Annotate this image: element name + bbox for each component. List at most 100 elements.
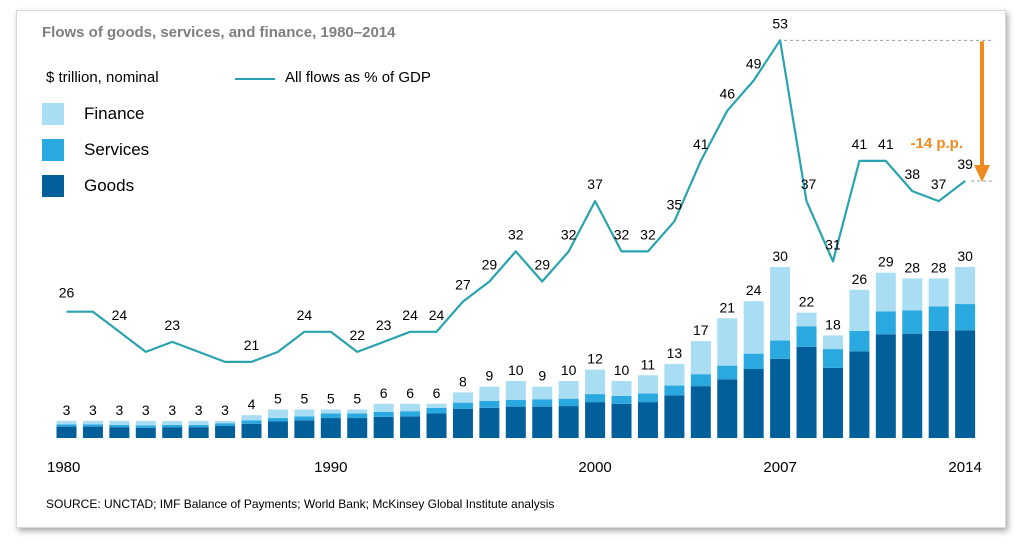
bar-goods-2013: [928, 330, 949, 438]
bar-finance-2003: [664, 363, 685, 386]
bar-total-label-1999: 10: [561, 362, 577, 378]
callout-label: -14 p.p.: [910, 135, 963, 152]
bar-services-2003: [664, 385, 685, 396]
bar-total-label-1980: 3: [63, 402, 71, 418]
bar-total-label-1988: 5: [274, 391, 282, 407]
bar-finance-1996: [479, 386, 500, 401]
bar-finance-1989: [294, 409, 315, 417]
line-value-label-2006: 49: [746, 56, 762, 72]
bar-total-label-2003: 13: [667, 345, 683, 361]
line-value-label-1992: 23: [376, 317, 392, 333]
line-value-label-2013: 37: [931, 176, 947, 192]
bar-services-1987: [241, 420, 262, 424]
bar-total-label-2000: 12: [587, 351, 603, 367]
bar-total-label-1993: 6: [406, 385, 414, 401]
bar-goods-1987: [241, 423, 262, 438]
bar-goods-1984: [162, 427, 183, 438]
line-value-label-2010: 41: [852, 136, 868, 152]
line-value-label-1994: 24: [429, 307, 445, 323]
bar-services-2000: [585, 394, 606, 403]
bar-services-1990: [320, 413, 341, 419]
bar-finance-2007: [770, 267, 791, 341]
bar-services-1980: [56, 424, 77, 427]
bar-services-1991: [347, 413, 368, 419]
bar-finance-1995: [452, 392, 473, 403]
bar-services-1983: [135, 425, 156, 428]
bar-total-label-1983: 3: [142, 402, 150, 418]
bar-goods-2008: [796, 346, 817, 438]
line-value-label-2000: 37: [587, 176, 603, 192]
x-tick-label-1990: 1990: [314, 459, 347, 476]
bar-services-1986: [215, 423, 236, 427]
bar-services-1981: [82, 424, 103, 427]
bar-finance-1990: [320, 409, 341, 414]
chart-card: [16, 10, 1006, 528]
bar-goods-1994: [426, 413, 447, 438]
bar-finance-2004: [690, 341, 711, 375]
bar-total-label-1986: 3: [221, 402, 229, 418]
bar-services-2010: [849, 330, 870, 352]
line-legend-label: All flows as % of GDP: [285, 69, 431, 86]
bar-services-1989: [294, 416, 315, 421]
bar-total-label-2011: 29: [878, 254, 894, 270]
bar-services-2009: [822, 349, 843, 368]
legend-services-swatch: [42, 139, 64, 161]
bar-goods-2000: [585, 402, 606, 438]
bar-goods-2014: [955, 330, 976, 438]
bar-goods-1981: [82, 426, 103, 438]
bar-goods-1999: [558, 406, 579, 438]
bar-services-1988: [267, 418, 288, 422]
bar-goods-1985: [188, 427, 209, 438]
callout-arrow-head: [974, 165, 990, 183]
bar-services-1982: [109, 424, 130, 428]
legend-goods-swatch: [42, 175, 64, 197]
bar-goods-1989: [294, 420, 315, 438]
bar-total-label-1981: 3: [89, 402, 97, 418]
bar-finance-1986: [215, 420, 236, 424]
bar-finance-2002: [637, 375, 658, 394]
bar-goods-1990: [320, 418, 341, 438]
bar-total-label-1998: 9: [538, 368, 546, 384]
legend-finance-label: Finance: [84, 104, 145, 123]
bar-total-label-1985: 3: [195, 402, 203, 418]
bar-finance-1984: [162, 420, 183, 425]
bar-finance-2010: [849, 289, 870, 331]
line-value-label-1982: 24: [112, 307, 128, 323]
bar-total-label-2004: 17: [693, 322, 709, 338]
line-value-label-2002: 32: [640, 226, 656, 242]
bar-finance-2014: [955, 267, 976, 305]
line-value-label-2001: 32: [614, 226, 630, 242]
bar-finance-1994: [426, 403, 447, 408]
bar-total-label-2007: 30: [772, 248, 788, 264]
bar-goods-2009: [822, 367, 843, 438]
bar-total-label-2001: 10: [614, 362, 630, 378]
bar-total-label-1996: 9: [485, 368, 493, 384]
bar-finance-1993: [400, 403, 421, 412]
bar-finance-2008: [796, 312, 817, 327]
bar-services-1993: [400, 411, 421, 417]
bar-services-2013: [928, 306, 949, 331]
bar-total-label-1990: 5: [327, 391, 335, 407]
bar-finance-1992: [373, 403, 394, 412]
bar-total-label-2006: 24: [746, 282, 762, 298]
bar-goods-2012: [902, 333, 923, 438]
bar-goods-1995: [452, 408, 473, 438]
bar-services-2006: [743, 353, 764, 370]
bar-goods-1983: [135, 427, 156, 438]
bar-finance-1985: [188, 420, 209, 425]
bar-total-label-1997: 10: [508, 362, 524, 378]
bar-services-1994: [426, 407, 447, 414]
bar-goods-2001: [611, 403, 632, 438]
bar-total-label-2009: 18: [825, 316, 841, 332]
line-value-label-1995: 27: [455, 277, 471, 293]
bar-services-1985: [188, 424, 209, 428]
line-value-label-2003: 35: [667, 196, 683, 212]
bar-total-label-2010: 26: [852, 271, 868, 287]
line-value-label-1997: 32: [508, 226, 524, 242]
bar-finance-2005: [717, 318, 738, 366]
bar-finance-1999: [558, 381, 579, 399]
unit-label: $ trillion, nominal: [46, 69, 159, 86]
bar-goods-1992: [373, 416, 394, 438]
x-tick-label-2014: 2014: [948, 459, 981, 476]
